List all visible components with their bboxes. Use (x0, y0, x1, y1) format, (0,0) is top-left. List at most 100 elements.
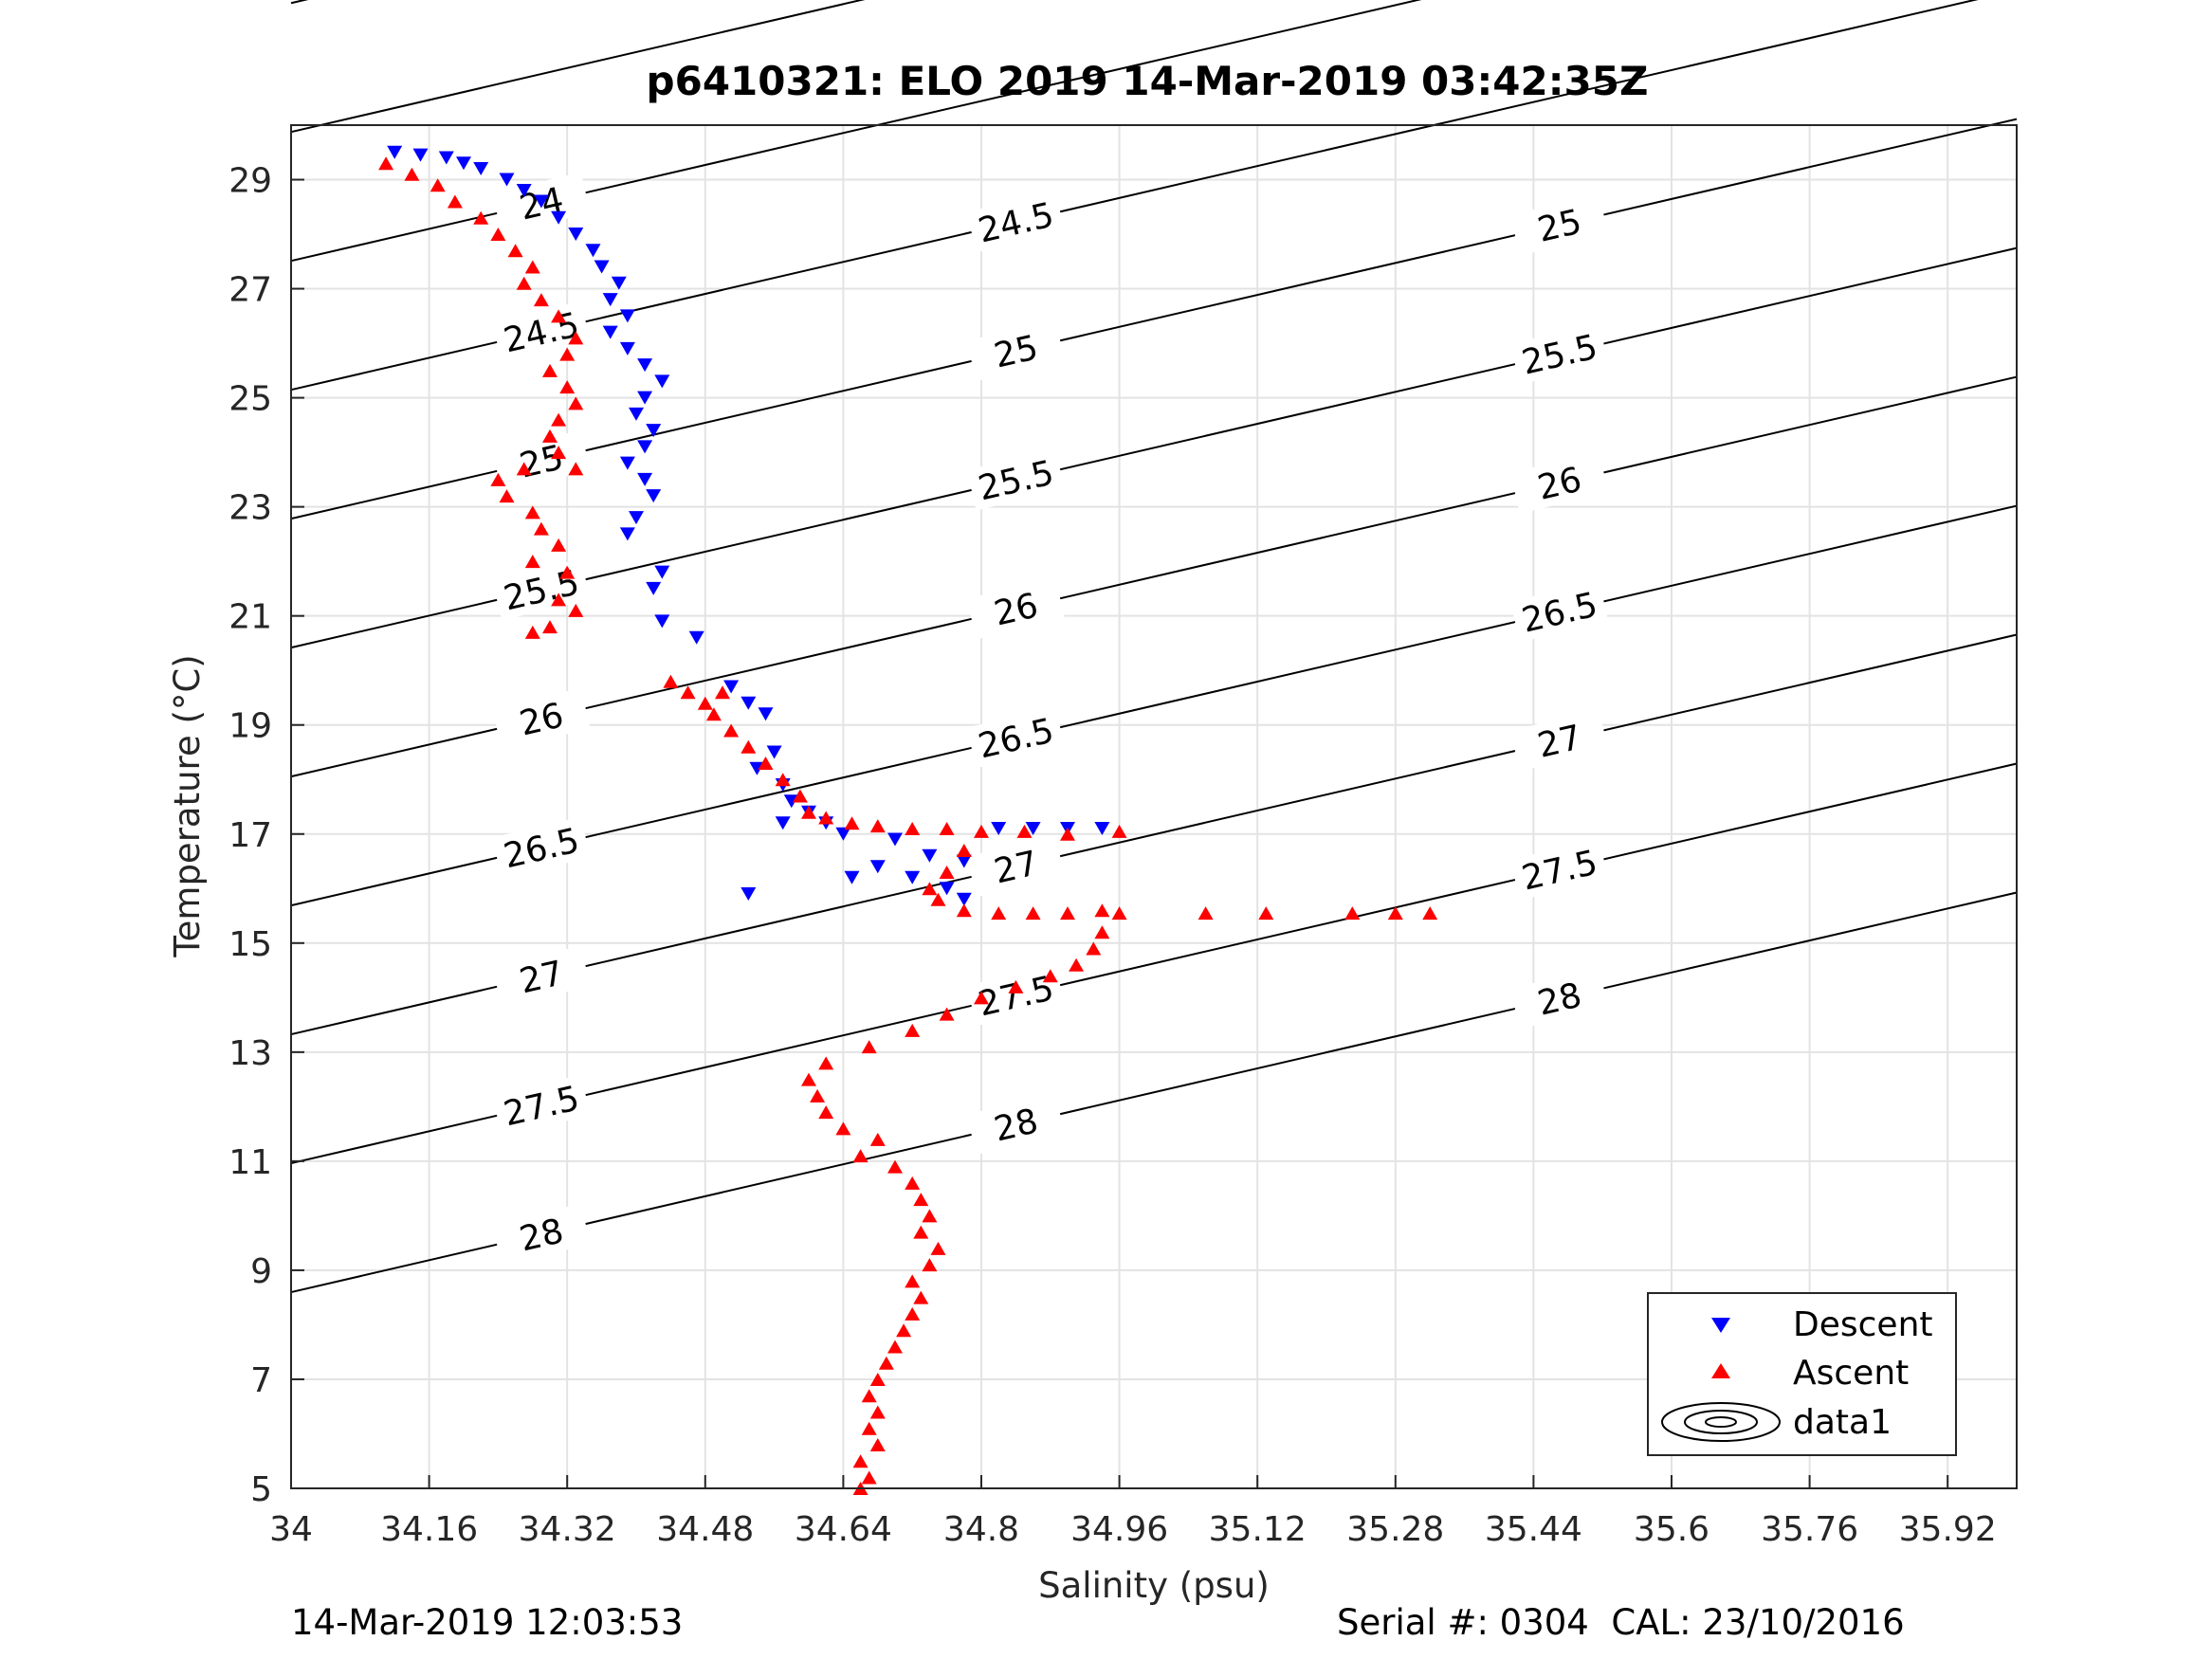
descent-point (922, 848, 938, 863)
ascent-point (524, 555, 540, 569)
ascent-point (490, 472, 506, 486)
ascent-point (1094, 903, 1110, 918)
ascent-point (758, 756, 774, 770)
ascent-point (1008, 979, 1024, 994)
ascent-point (939, 1007, 955, 1021)
descent-point (499, 173, 515, 187)
ascent-point (1060, 906, 1075, 921)
ascent-point (818, 1056, 834, 1070)
contour-label-bg (492, 945, 591, 1008)
legend-ascent-marker (1711, 1363, 1730, 1378)
descent-point (619, 341, 635, 356)
ascent-point (801, 805, 816, 819)
ascent-point (835, 1121, 851, 1136)
descent-point (585, 244, 601, 258)
ascent-point (905, 822, 921, 836)
ascent-point (1422, 906, 1438, 921)
contour-label-bg (966, 964, 1066, 1027)
descent-point (956, 892, 972, 906)
ascent-point (551, 592, 567, 607)
ascent-point (844, 816, 860, 830)
descent-point (619, 456, 635, 470)
contour-label-bg (966, 191, 1066, 253)
contour-label: 27 (991, 844, 1042, 891)
descent-point (568, 228, 584, 242)
ascent-point (1111, 906, 1127, 921)
contour-label: 27 (516, 954, 567, 1001)
ascent-point (861, 1389, 877, 1403)
legend-descent-label: Descent (1793, 1305, 1933, 1344)
legend-box (1647, 1292, 1957, 1456)
contour-label-bg (966, 319, 1066, 382)
legend-ascent-label: Ascent (1793, 1354, 1909, 1393)
ascent-point (869, 1132, 886, 1146)
descent-point (869, 860, 886, 874)
ascent-point (956, 903, 972, 918)
legend-descent-marker (1711, 1318, 1730, 1333)
ascent-point (974, 824, 989, 838)
ascent-point (1042, 969, 1058, 983)
contour-label: 26.5 (501, 821, 583, 876)
x-tick-label: 35.76 (1761, 1510, 1858, 1549)
contour-label: 24.5 (975, 196, 1057, 251)
descent-point (654, 614, 670, 629)
ascent-point (378, 156, 394, 171)
ascent-point (818, 1105, 834, 1120)
ascent-point (1086, 941, 1102, 956)
ascent-point (516, 276, 532, 290)
descent-series (387, 145, 1110, 906)
y-tick-label: 19 (229, 707, 272, 746)
descent-point (646, 424, 662, 438)
legend-contour-icon (1661, 1402, 1781, 1442)
ascent-point (723, 723, 740, 738)
descent-point (619, 527, 635, 541)
x-tick-label: 35.44 (1485, 1510, 1582, 1549)
contour-label: 26.5 (1518, 586, 1600, 641)
descent-point (844, 870, 860, 884)
ascent-point (1016, 824, 1033, 838)
contour-label-bg (1509, 323, 1609, 385)
contour-label: 28 (516, 1212, 567, 1259)
ascent-point (551, 309, 567, 323)
descent-point (835, 827, 851, 841)
descent-point (551, 210, 567, 225)
descent-point (473, 162, 489, 176)
contour-label: 27.5 (975, 969, 1057, 1024)
contour-label: 27 (1534, 719, 1585, 766)
descent-point (1094, 822, 1110, 836)
descent-point (775, 816, 791, 830)
ascent-point (861, 1470, 877, 1485)
ascent-point (930, 892, 946, 906)
descent-point (516, 184, 532, 198)
descent-point (740, 696, 757, 710)
legend-data1-label: data1 (1793, 1403, 1892, 1442)
ascent-point (516, 462, 532, 476)
contour-label-bg (1509, 709, 1609, 772)
contour-label-bg (492, 1074, 591, 1137)
legend: Descent Ascent data1 (1647, 1292, 1957, 1456)
ascent-point (1094, 925, 1110, 939)
contour-label-bg (1509, 838, 1609, 901)
ascent-point (680, 685, 696, 700)
ascent-point (524, 625, 540, 639)
descent-point (629, 511, 644, 525)
contour-label: 28 (991, 1102, 1042, 1149)
ascent-point (499, 489, 515, 503)
descent-point (1025, 822, 1041, 836)
ascent-point (447, 194, 463, 209)
y-tick-label: 17 (229, 816, 272, 855)
ascent-point (559, 347, 576, 361)
contour-label: 26 (516, 696, 567, 743)
descent-point (740, 887, 757, 902)
ascent-point (740, 739, 757, 754)
descent-point (456, 156, 471, 171)
contour-label: 25.5 (975, 454, 1057, 509)
x-tick-label: 34.48 (656, 1510, 754, 1549)
ascent-point (705, 707, 722, 721)
ascent-point (905, 1176, 921, 1190)
ascent-point (542, 428, 558, 443)
ascent-point (1060, 827, 1075, 841)
ascent-point (922, 1258, 938, 1272)
contour-label: 25.5 (1518, 328, 1600, 383)
ascent-point (810, 1088, 826, 1103)
